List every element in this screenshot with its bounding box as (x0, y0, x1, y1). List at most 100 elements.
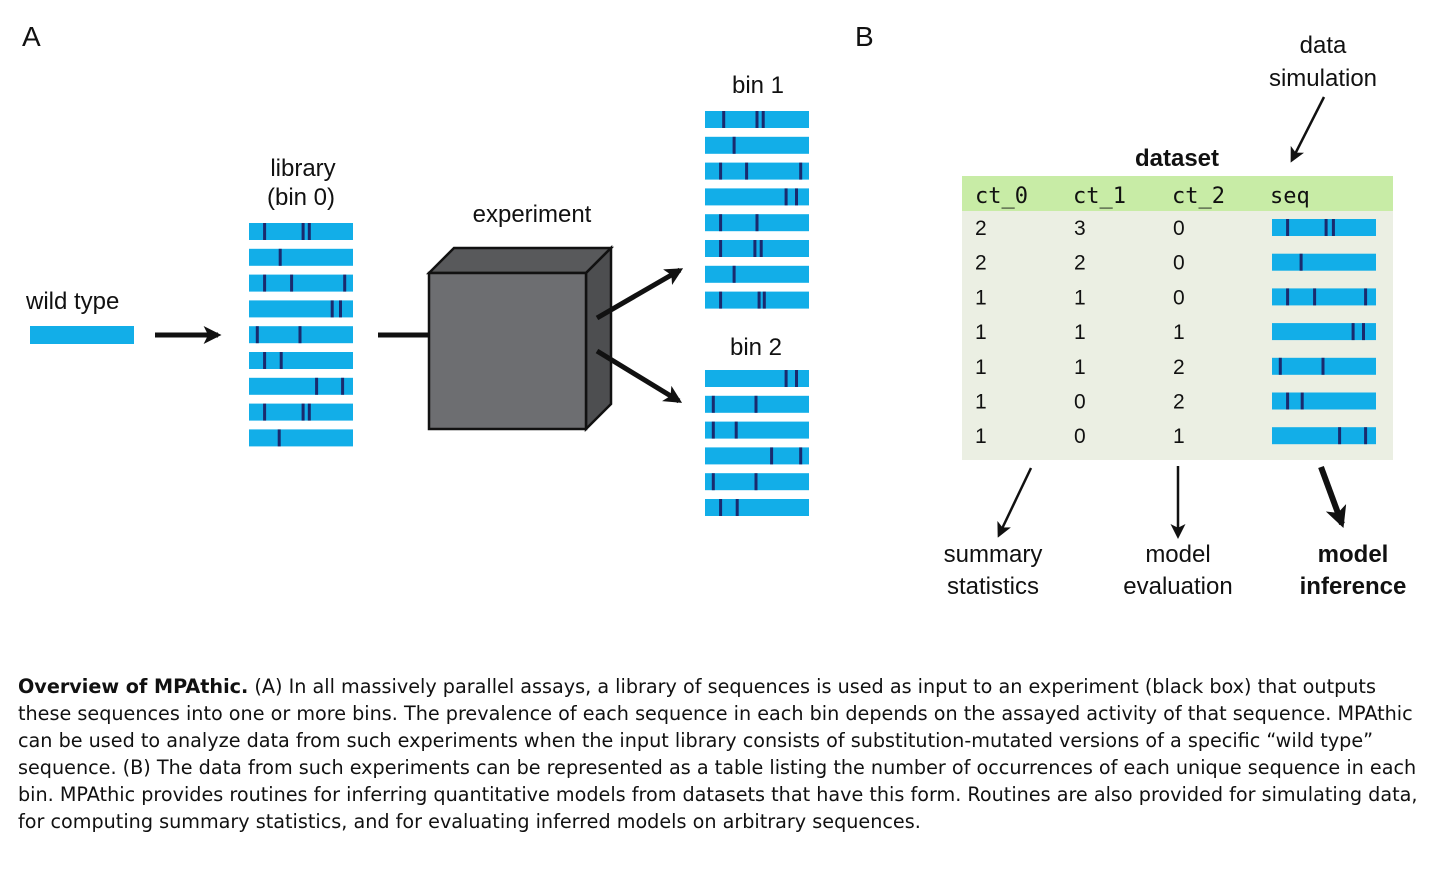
mutation-mark (1286, 219, 1290, 236)
mutation-mark (298, 326, 302, 344)
bin1-label: bin 1 (732, 72, 784, 99)
mutation-mark (722, 111, 726, 128)
summary-label-line2: statistics (947, 573, 1039, 600)
mutation-mark (732, 265, 736, 283)
summary-label-line1: summary (944, 541, 1043, 568)
mutation-mark (278, 248, 282, 266)
arrow-to-bin1 (595, 267, 684, 321)
table-cell-ct0: 1 (975, 321, 987, 344)
panel-b: B data simulation dataset ct_0 ct_1 ct_2… (855, 21, 1406, 600)
table-cell-ct1: 1 (1074, 321, 1086, 344)
library-sequences (249, 223, 353, 447)
overview-figure: A wild type library (bin 0) experiment b… (22, 21, 1406, 600)
arrow-summary-statistics (997, 467, 1033, 538)
panel-a: A wild type library (bin 0) experiment b… (22, 21, 809, 516)
mutation-mark (711, 473, 715, 491)
mutation-mark (315, 377, 319, 395)
dataset-title: dataset (1135, 145, 1219, 172)
bin2-sequences (705, 370, 809, 516)
mutation-mark (301, 403, 305, 421)
mutation-mark (263, 223, 267, 240)
mutation-mark (755, 111, 759, 128)
experiment-box-top (425, 246, 615, 275)
mutation-mark (755, 214, 759, 232)
mutation-mark (799, 162, 803, 180)
mutation-mark (753, 240, 757, 257)
mutation-mark (263, 352, 267, 369)
mutation-mark (735, 499, 739, 516)
caption-text: (A) In all massively parallel assays, a … (18, 675, 1418, 833)
experiment-label: experiment (473, 201, 592, 228)
sequence-bar (705, 499, 809, 516)
mutation-mark (784, 188, 788, 206)
sequence-bar (249, 403, 353, 421)
caption-title: Overview of MPAthic. (18, 675, 249, 698)
data-simulation-line2: simulation (1269, 65, 1377, 92)
table-cell-seq (1272, 427, 1376, 445)
mutation-mark (770, 447, 774, 465)
sequence-bar (705, 447, 809, 465)
table-cell-ct0: 2 (975, 252, 987, 275)
table-cell-ct0: 1 (975, 425, 987, 448)
evaluation-label-line1: model (1145, 541, 1210, 568)
library-label-line2: (bin 0) (267, 184, 335, 211)
col-header-seq: seq (1270, 184, 1310, 209)
mutation-mark (795, 188, 798, 206)
arrow-model-inference (1318, 465, 1347, 529)
mutation-mark (1351, 323, 1355, 341)
inference-label-line1: model (1318, 541, 1389, 568)
mutation-mark (795, 370, 798, 387)
mutation-mark (263, 274, 267, 292)
mutation-mark (1321, 357, 1325, 375)
sequence-bar (705, 188, 809, 206)
arrow-data-simulation (1290, 96, 1326, 163)
evaluation-label-line2: evaluation (1123, 573, 1232, 600)
mutation-mark (1324, 219, 1328, 236)
mutation-mark (745, 162, 749, 180)
experiment-box-side (584, 244, 613, 433)
panel-b-label: B (855, 21, 874, 52)
mutation-mark (343, 274, 347, 292)
sequence-bar (705, 265, 809, 283)
table-cell-ct0: 1 (975, 286, 987, 309)
table-rows: 2 3 0 2 2 0 1 1 0 1 1 1 1 1 2 1 0 2 1 0 1 (975, 217, 1376, 448)
mutation-mark (339, 300, 342, 318)
mutation-mark (1364, 288, 1368, 306)
table-cell-seq (1272, 219, 1376, 236)
mutation-mark (799, 447, 803, 465)
sequence-bar (249, 223, 353, 240)
mutation-mark (1313, 288, 1317, 306)
arrow-to-bin2 (595, 348, 683, 404)
mutation-mark (734, 421, 738, 439)
panel-a-label: A (22, 21, 41, 52)
bin1-sequences (705, 111, 809, 309)
mutation-mark (301, 223, 305, 240)
col-header-ct1: ct_1 (1073, 184, 1126, 209)
data-simulation-line1: data (1300, 32, 1347, 59)
bin2-label: bin 2 (730, 334, 782, 361)
mutation-mark (732, 136, 736, 154)
mutation-mark (1362, 323, 1365, 341)
table-cell-seq (1272, 288, 1376, 306)
figure-caption: Overview of MPAthic. (A) In all massivel… (18, 673, 1428, 835)
mutation-mark (277, 429, 281, 447)
mutation-mark (761, 111, 765, 128)
table-cell-ct1: 0 (1074, 391, 1086, 414)
table-header-bg (962, 176, 1393, 211)
mutation-mark (1364, 427, 1368, 445)
table-cell-ct2: 1 (1173, 425, 1185, 448)
table-cell-ct1: 3 (1074, 217, 1086, 240)
mutation-mark (711, 421, 715, 439)
table-cell-seq (1272, 253, 1376, 271)
mutation-mark (719, 240, 723, 257)
table-cell-ct2: 1 (1173, 321, 1185, 344)
table-cell-ct1: 1 (1074, 356, 1086, 379)
table-cell-ct2: 2 (1173, 391, 1185, 414)
table-cell-ct2: 2 (1173, 356, 1185, 379)
wild-type-label: wild type (25, 288, 119, 315)
mutation-mark (341, 377, 345, 395)
wild-type-sequence (30, 326, 134, 344)
col-header-ct0: ct_0 (975, 184, 1028, 209)
sequence-bar (705, 291, 809, 309)
sequence-bar (249, 352, 353, 369)
